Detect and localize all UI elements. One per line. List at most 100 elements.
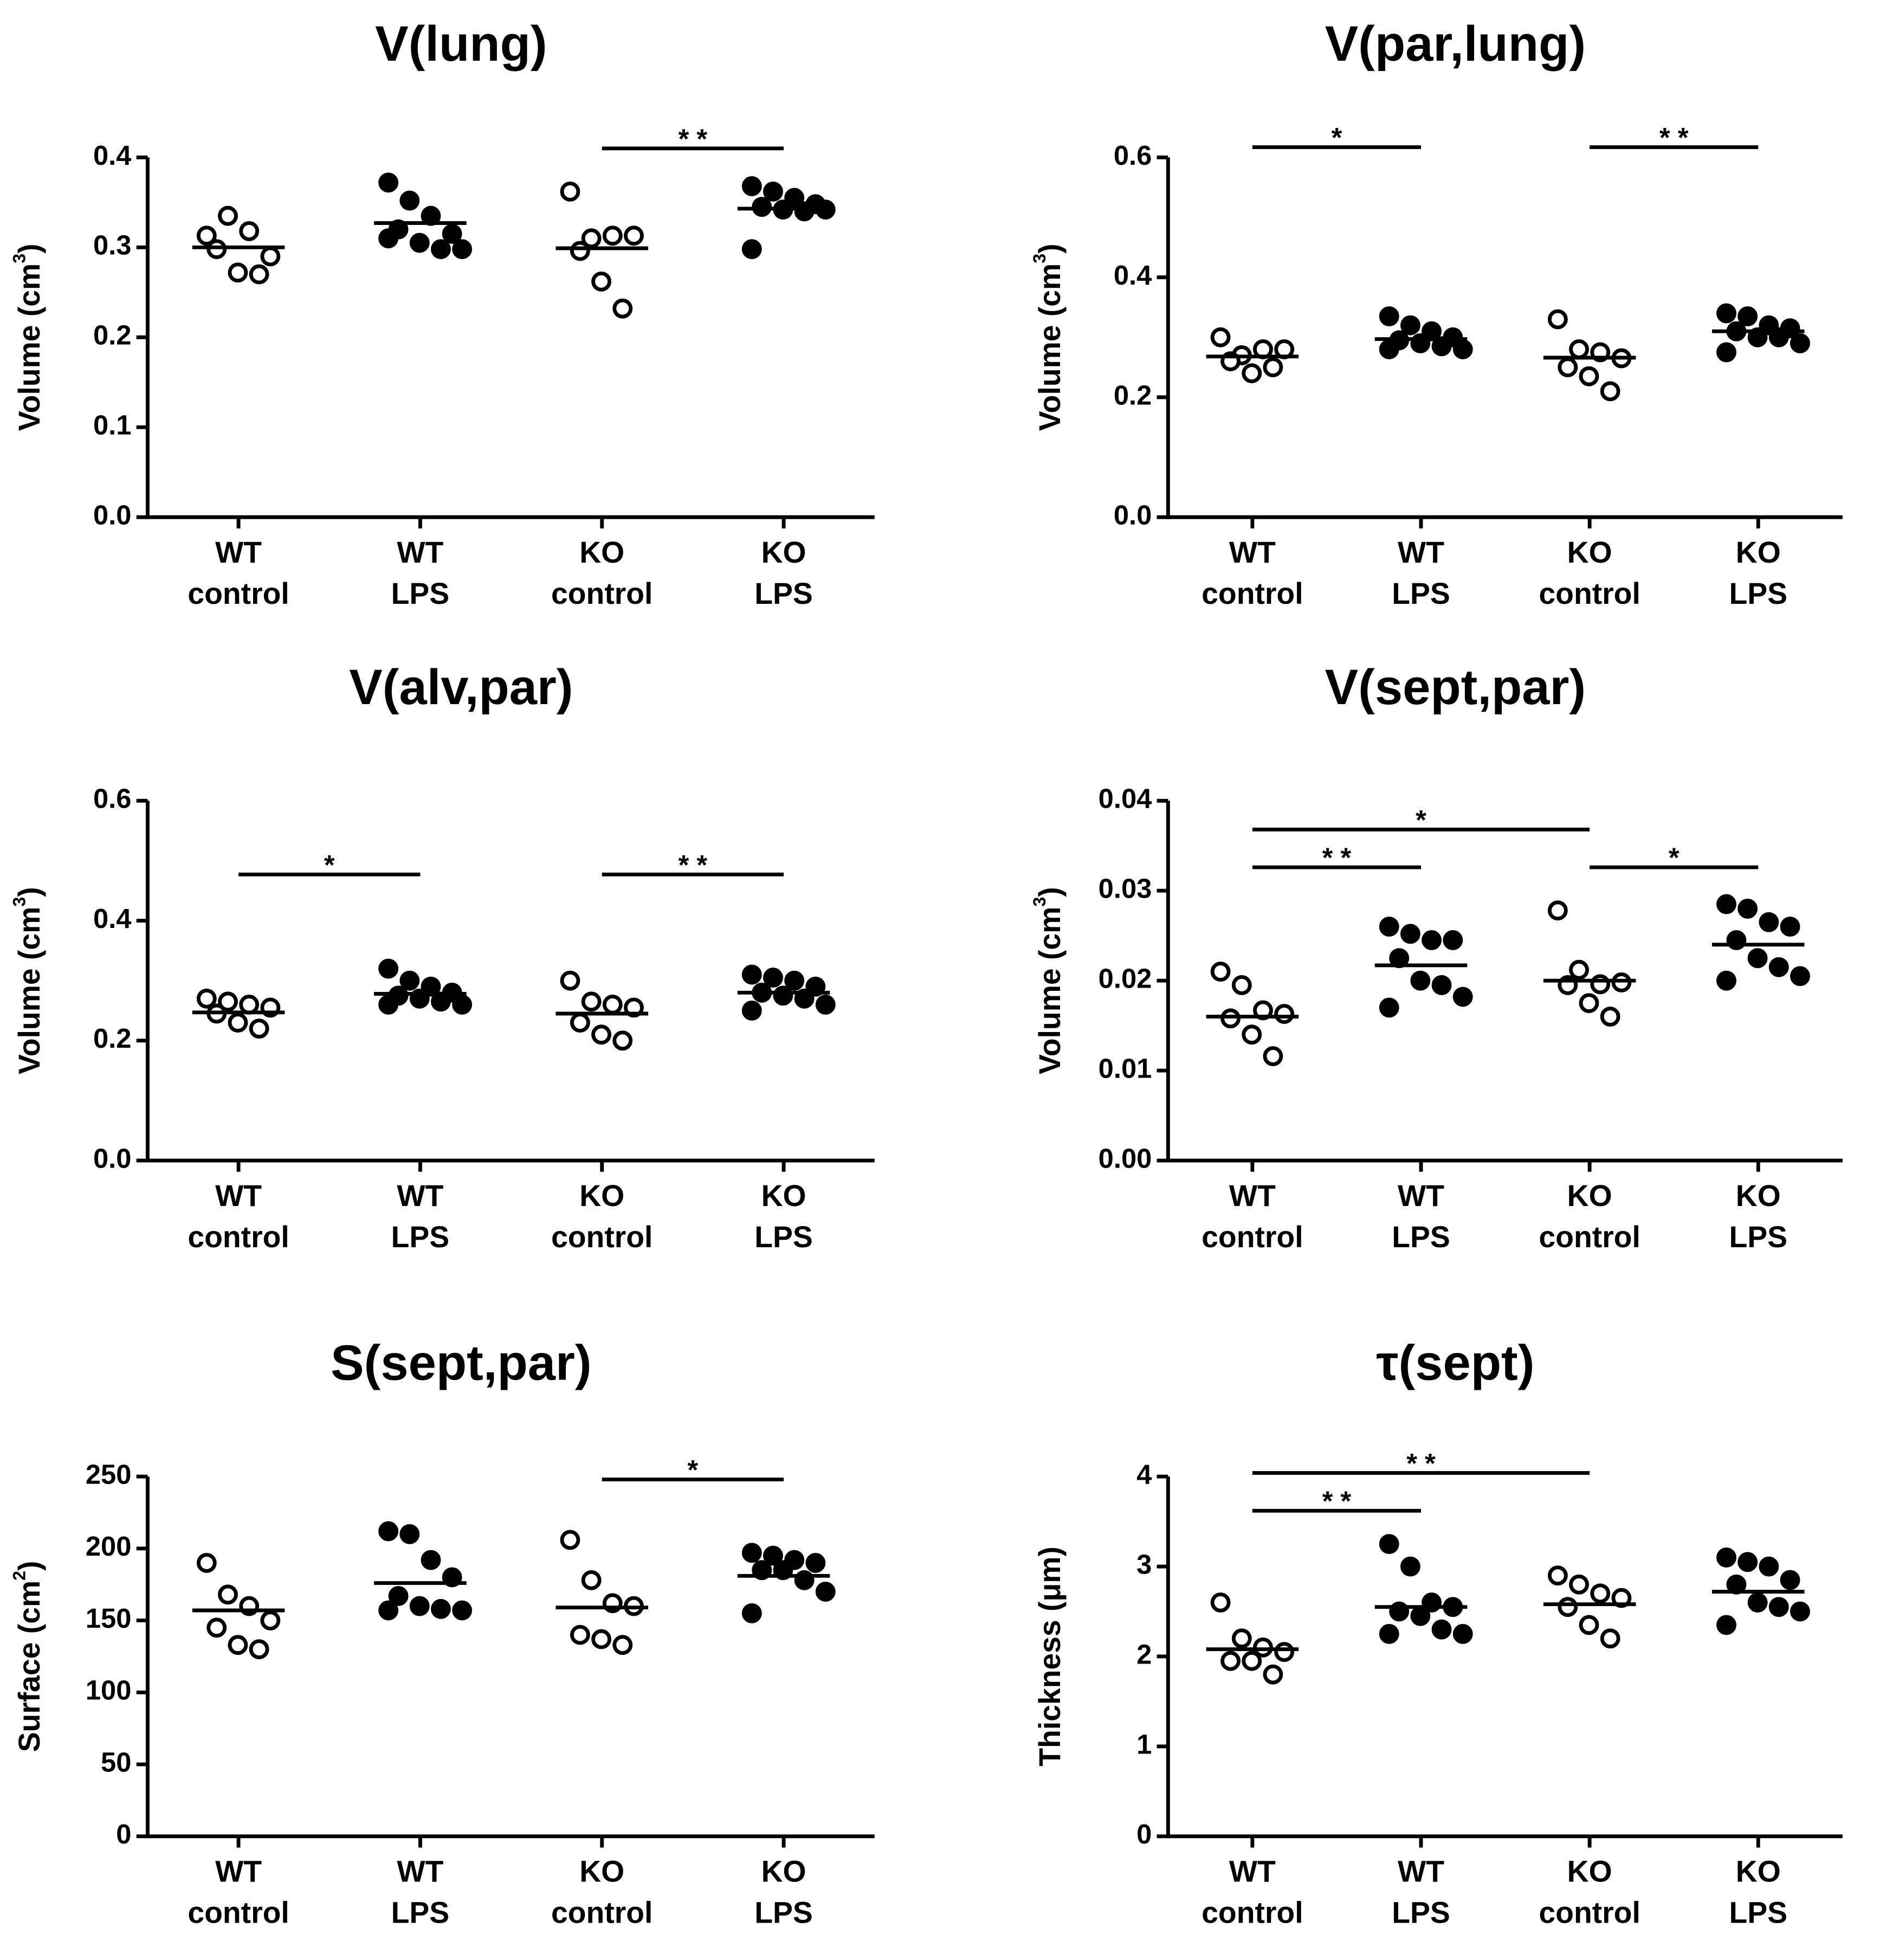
data-point xyxy=(378,958,399,979)
y-tick-label: 3 xyxy=(1136,1549,1152,1579)
data-point xyxy=(378,994,399,1015)
y-axis-label-part: ) xyxy=(1033,887,1067,897)
data-point xyxy=(1274,1642,1295,1662)
data-point xyxy=(612,298,633,319)
data-point xyxy=(1716,970,1736,991)
significance-label: * * xyxy=(1659,122,1689,153)
significance-label: * * xyxy=(679,123,708,154)
data-point xyxy=(773,985,793,1006)
x-tick-label: KO xyxy=(1736,536,1781,569)
data-point xyxy=(1263,357,1283,378)
data-point xyxy=(1452,1624,1473,1644)
x-tick-label: control xyxy=(1539,1896,1640,1930)
y-tick-label: 150 xyxy=(86,1603,132,1634)
data-point xyxy=(218,991,238,1012)
x-tick-label: KO xyxy=(579,1855,624,1888)
significance-label: * xyxy=(1416,804,1426,835)
data-point xyxy=(1210,1592,1231,1613)
significance-label: * xyxy=(1669,842,1680,873)
x-tick-label: KO xyxy=(761,536,806,569)
data-point xyxy=(196,1552,217,1573)
data-point xyxy=(239,221,260,241)
x-tick-label: LPS xyxy=(754,1896,813,1930)
data-point xyxy=(1716,1615,1736,1635)
data-point xyxy=(570,1013,590,1033)
data-point xyxy=(1579,993,1599,1014)
x-tick-label: WT xyxy=(1398,536,1444,569)
x-tick-label: KO xyxy=(761,1855,806,1888)
data-point xyxy=(1410,970,1431,991)
data-point xyxy=(1410,1606,1431,1626)
data-point xyxy=(624,225,644,246)
data-point xyxy=(249,264,269,285)
data-point xyxy=(1768,327,1789,347)
data-point xyxy=(1452,987,1473,1007)
data-point xyxy=(421,1550,441,1570)
data-point xyxy=(218,1584,238,1605)
y-axis-label-part: 2 xyxy=(9,1571,29,1581)
significance-label: * xyxy=(688,1454,699,1485)
data-point xyxy=(1569,1574,1589,1595)
y-tick-label: 100 xyxy=(86,1675,132,1706)
y-axis-label-part: 3 xyxy=(9,897,29,907)
data-point xyxy=(1600,1628,1620,1649)
x-tick-label: KO xyxy=(579,1179,624,1213)
data-point xyxy=(452,239,473,260)
y-tick-label: 0.2 xyxy=(93,1023,131,1054)
x-tick-label: KO xyxy=(1736,1855,1781,1888)
y-tick-label: 0.03 xyxy=(1099,873,1152,904)
data-point xyxy=(741,1001,762,1021)
data-point xyxy=(741,176,762,196)
data-point xyxy=(228,262,248,283)
data-point xyxy=(1768,1597,1789,1617)
x-tick-label: KO xyxy=(1567,536,1612,569)
x-tick-label: LPS xyxy=(1729,1896,1787,1930)
data-point xyxy=(1431,975,1452,995)
data-point xyxy=(1579,1615,1599,1635)
x-tick-label: WT xyxy=(1229,1855,1276,1888)
data-point xyxy=(1600,381,1620,402)
x-tick-label: LPS xyxy=(391,1220,450,1254)
data-point xyxy=(196,988,217,1009)
data-point xyxy=(452,1600,473,1621)
y-axis-label-part: ) xyxy=(12,1561,46,1571)
x-tick-label: LPS xyxy=(1729,1220,1787,1254)
y-tick-label: 0.6 xyxy=(93,783,131,814)
data-point xyxy=(591,271,612,292)
data-point xyxy=(249,1639,269,1660)
data-point xyxy=(560,182,580,202)
chart-title: V(lung) xyxy=(375,16,547,72)
x-tick-label: WT xyxy=(1398,1179,1444,1213)
data-point xyxy=(1747,1592,1768,1613)
y-tick-label: 0.2 xyxy=(1114,379,1152,410)
chart-title: V(alv,par) xyxy=(349,659,573,715)
data-point xyxy=(1547,900,1568,921)
x-tick-label: WT xyxy=(1229,1179,1276,1213)
chart-title: S(sept,par) xyxy=(331,1335,591,1391)
x-tick-label: control xyxy=(188,1896,289,1930)
data-point xyxy=(399,970,420,991)
data-point xyxy=(1600,1007,1620,1027)
y-tick-label: 0.0 xyxy=(1114,500,1152,531)
data-point xyxy=(1210,962,1231,982)
y-axis-label-part: Volume (cm xyxy=(1033,263,1067,431)
data-point xyxy=(612,1030,633,1051)
data-point xyxy=(1780,917,1800,937)
data-point xyxy=(1790,333,1810,353)
data-point xyxy=(228,1635,248,1655)
x-tick-label: LPS xyxy=(1392,1220,1450,1254)
data-point xyxy=(794,988,815,1009)
data-point xyxy=(1231,975,1252,995)
x-tick-label: control xyxy=(1202,577,1303,610)
data-point xyxy=(805,976,826,997)
data-point xyxy=(1747,327,1768,347)
data-point xyxy=(1737,1552,1758,1572)
data-point xyxy=(1379,306,1399,326)
y-tick-label: 0.00 xyxy=(1099,1143,1152,1174)
data-point xyxy=(388,1586,409,1606)
data-point xyxy=(581,991,602,1012)
y-tick-label: 0.2 xyxy=(93,320,131,351)
data-point xyxy=(1379,1534,1399,1554)
y-axis-label-part: Thickness (μm) xyxy=(1033,1546,1067,1766)
